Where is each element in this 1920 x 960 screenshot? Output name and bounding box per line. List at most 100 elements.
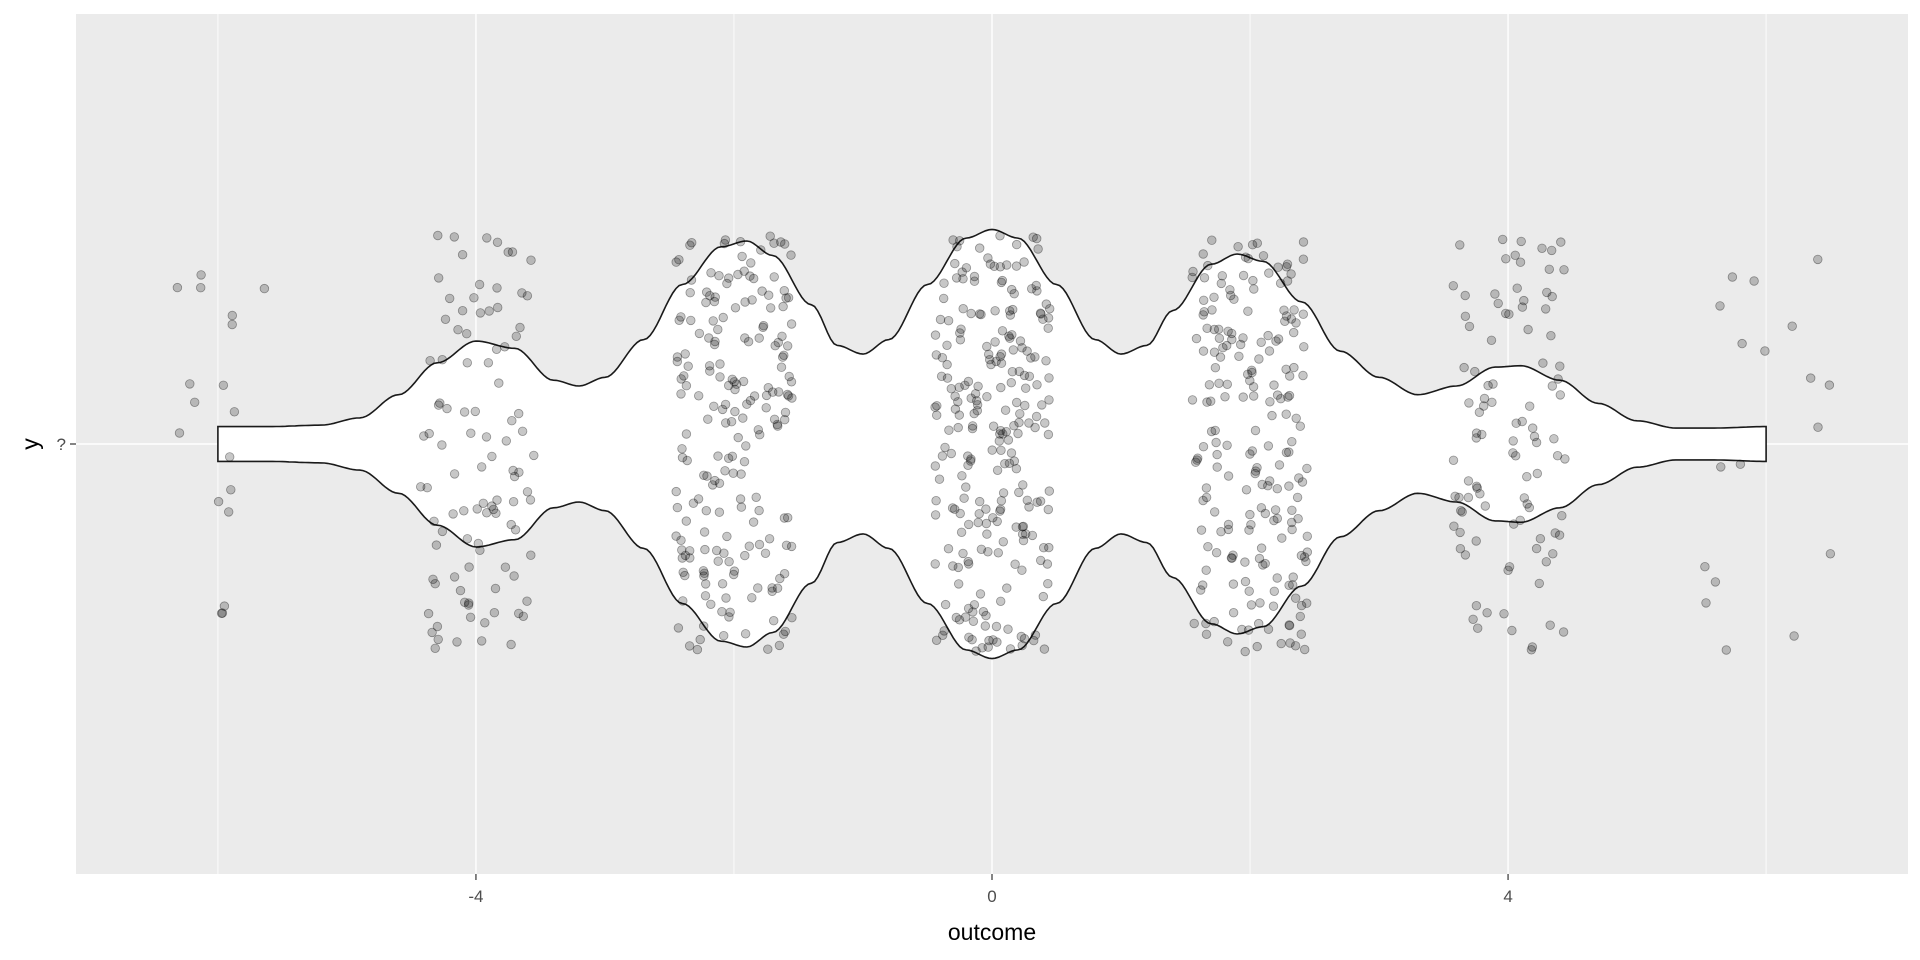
- data-point: [1223, 519, 1234, 530]
- data-point: [510, 525, 521, 535]
- data-point: [769, 414, 780, 425]
- data-point: [1246, 600, 1257, 610]
- data-point: [966, 454, 976, 464]
- data-point: [1011, 464, 1022, 474]
- data-point: [1272, 484, 1283, 494]
- data-point: [736, 502, 747, 512]
- data-point: [776, 362, 787, 372]
- data-point: [1212, 449, 1222, 460]
- data-point: [1036, 309, 1046, 319]
- data-point: [1292, 492, 1303, 503]
- data-point: [733, 269, 743, 280]
- data-point: [1019, 257, 1029, 267]
- data-point: [772, 419, 783, 430]
- data-point: [1286, 517, 1297, 528]
- data-point: [1204, 380, 1215, 390]
- data-point: [741, 441, 751, 451]
- data-point: [996, 349, 1007, 359]
- data-point: [1299, 552, 1310, 562]
- data-point: [783, 391, 794, 401]
- data-point: [995, 231, 1005, 241]
- data-point: [227, 319, 237, 330]
- data-point: [985, 355, 995, 365]
- data-point: [1504, 562, 1515, 572]
- data-point: [1289, 362, 1299, 373]
- data-point: [509, 571, 519, 581]
- data-point: [787, 393, 797, 403]
- data-point: [1288, 572, 1298, 582]
- data-point: [712, 545, 722, 556]
- data-point: [984, 349, 994, 360]
- data-point: [216, 608, 227, 619]
- data-point: [754, 333, 764, 343]
- data-point: [699, 527, 710, 537]
- data-point: [1463, 492, 1474, 503]
- data-point: [1298, 370, 1308, 381]
- data-point: [448, 509, 458, 519]
- data-point: [462, 329, 472, 339]
- data-point: [1250, 425, 1261, 436]
- data-point: [718, 312, 728, 323]
- data-point: [699, 568, 710, 579]
- data-point: [1273, 334, 1284, 344]
- y-axis-ticks: ?: [57, 435, 76, 454]
- data-point: [1289, 305, 1299, 315]
- data-point: [217, 608, 228, 618]
- data-point: [1448, 281, 1459, 291]
- data-point: [1250, 468, 1260, 479]
- data-point: [745, 271, 755, 281]
- data-point: [508, 465, 518, 476]
- data-point: [964, 519, 974, 530]
- data-point: [672, 502, 683, 513]
- data-point: [684, 641, 695, 651]
- data-point: [778, 352, 788, 362]
- data-point: [219, 601, 230, 611]
- data-point: [699, 571, 709, 581]
- data-point: [508, 497, 519, 507]
- data-point: [992, 465, 1003, 476]
- data-point: [1449, 521, 1459, 531]
- data-point: [950, 258, 960, 269]
- data-point: [715, 359, 725, 369]
- data-point: [1284, 371, 1295, 381]
- data-point: [758, 322, 768, 333]
- data-point: [1222, 379, 1233, 390]
- data-point: [1198, 310, 1208, 320]
- data-point: [780, 626, 791, 637]
- data-point: [463, 600, 474, 610]
- data-point: [457, 249, 468, 260]
- data-point: [459, 506, 469, 516]
- data-point: [736, 469, 746, 479]
- data-point: [738, 413, 748, 423]
- data-point: [1287, 505, 1297, 516]
- data-point: [992, 516, 1002, 527]
- data-point: [1479, 393, 1490, 404]
- data-point: [1240, 252, 1251, 262]
- data-point: [955, 335, 966, 345]
- data-point: [1041, 356, 1051, 366]
- data-point: [981, 610, 991, 621]
- data-point: [686, 315, 696, 326]
- data-point: [721, 418, 731, 428]
- data-point: [1296, 600, 1307, 611]
- data-point: [729, 566, 740, 576]
- data-point: [701, 579, 711, 589]
- data-point: [1516, 236, 1526, 247]
- data-point: [747, 593, 757, 603]
- data-point: [1271, 336, 1281, 346]
- data-point: [757, 286, 767, 296]
- data-point: [969, 600, 980, 610]
- data-point: [1500, 308, 1511, 319]
- data-point: [1214, 378, 1224, 389]
- data-point: [1294, 473, 1304, 483]
- data-point: [705, 291, 715, 301]
- data-point: [229, 407, 240, 417]
- data-point: [704, 333, 714, 343]
- data-point: [1030, 352, 1040, 362]
- data-point: [971, 646, 981, 656]
- data-point: [1007, 330, 1017, 340]
- data-point: [1508, 448, 1518, 458]
- data-point: [1290, 641, 1301, 651]
- data-point: [742, 399, 752, 409]
- data-point: [991, 356, 1001, 367]
